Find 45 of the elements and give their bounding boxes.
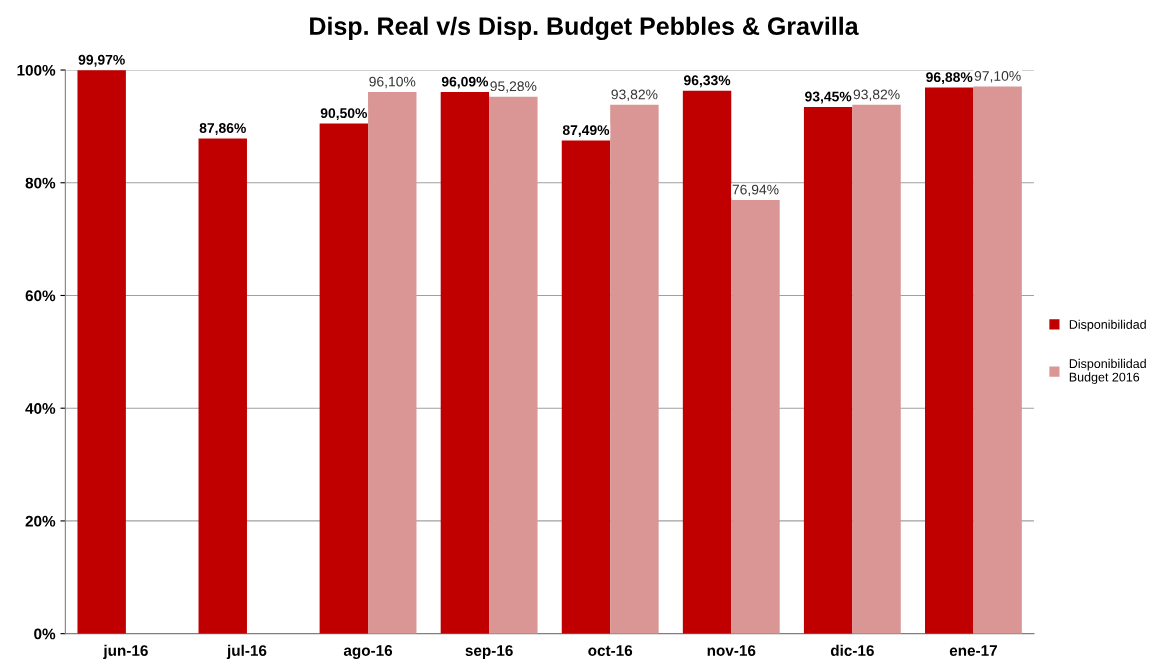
bar (852, 104, 901, 634)
data-label: 96,33% (683, 75, 731, 88)
bar (198, 138, 247, 634)
bar (610, 104, 659, 634)
bar (803, 106, 853, 634)
data-label: 95,28% (490, 81, 537, 93)
data-label: 87,86% (199, 123, 246, 135)
data-label: 96,10% (369, 76, 416, 89)
bar (319, 123, 369, 634)
data-label: 93,82% (853, 89, 900, 101)
bar (368, 92, 417, 634)
y-tick-label: 80% (25, 177, 56, 189)
x-tick-label: nov-16 (707, 645, 756, 656)
y-tick-label: 20% (25, 515, 56, 527)
x-tick-label: jun-16 (103, 644, 148, 659)
y-tick-label: 0% (34, 628, 56, 640)
y-tick-label: 100% (17, 64, 56, 76)
bar (924, 87, 974, 634)
bar (440, 92, 490, 634)
data-label: 90,50% (320, 108, 368, 121)
x-tick-label: sep-16 (465, 645, 513, 659)
bar (973, 86, 1022, 634)
x-tick-label: dic-16 (830, 644, 874, 656)
x-tick-label: ago-16 (343, 645, 393, 659)
bar (731, 200, 780, 634)
data-label: 99,97% (78, 54, 125, 67)
legend-label: Disponibilidad Budget 2016 (1069, 358, 1146, 384)
data-label: 97,10% (974, 71, 1021, 83)
y-tick-label: 60% (25, 290, 56, 302)
x-tick-label: ene-17 (949, 645, 997, 656)
bar (77, 70, 126, 634)
bar (561, 140, 611, 634)
data-label: 93,82% (611, 89, 658, 101)
data-label: 96,88% (926, 72, 973, 85)
bar (489, 96, 538, 634)
bar (682, 90, 732, 634)
data-label: 87,49% (562, 125, 610, 138)
data-label: 93,45% (805, 91, 852, 104)
legend-label: Disponibilidad (1069, 319, 1146, 332)
chart-title: Disp. Real v/s Disp. Budget Pebbles & Gravilla (310, 16, 859, 41)
data-label: 96,09% (441, 76, 489, 89)
y-tick-label: 40% (25, 403, 56, 414)
x-tick-label: oct-16 (588, 645, 633, 656)
data-label: 76,94% (732, 184, 779, 197)
x-tick-label: jul-16 (226, 644, 267, 659)
